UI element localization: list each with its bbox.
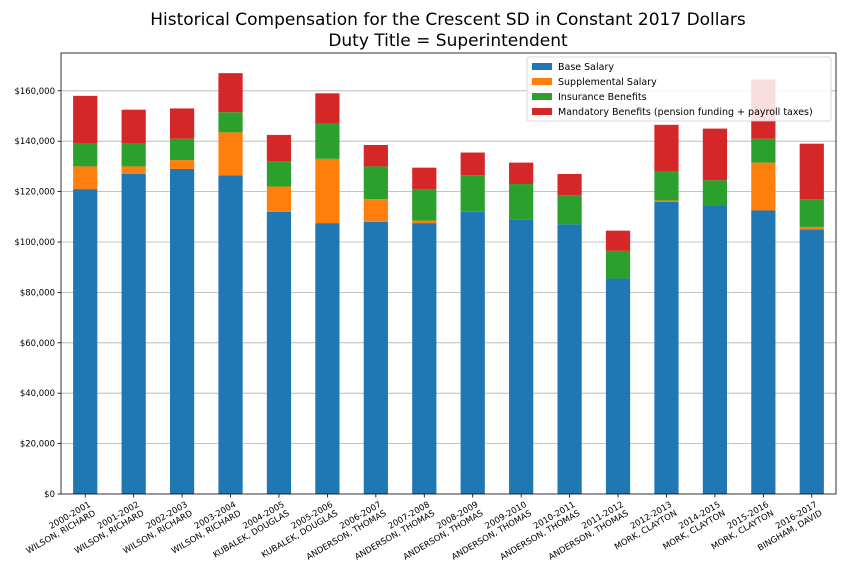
bar-supplemental-5 [315, 158, 340, 224]
legend: Base Salary Supplemental Salary Insurance … [526, 56, 832, 122]
bar-base-11 [605, 278, 631, 494]
bar-supplemental-1 [121, 166, 146, 174]
y-tick-label: $140,000 [14, 137, 55, 147]
bar-mandatory-3 [218, 73, 243, 113]
bar-insurance-2 [169, 138, 195, 161]
bar-insurance-1 [121, 143, 146, 167]
bar-mandatory-10 [557, 173, 582, 196]
bars [73, 73, 824, 495]
chart-subtitle: Duty Title = Superintendent [328, 31, 568, 51]
bar-mandatory-13 [702, 128, 728, 181]
bar-insurance-10 [557, 195, 582, 225]
bar-mandatory-8 [460, 152, 485, 176]
bar-base-8 [460, 211, 485, 494]
bar-insurance-0 [73, 143, 98, 167]
y-tick-label: $160,000 [14, 87, 55, 97]
legend-swatch [532, 78, 552, 85]
bar-insurance-12 [654, 171, 679, 201]
legend-label: Mandatory Benefits (pension funding + pa… [558, 107, 813, 118]
bar-supplemental-14 [751, 162, 776, 211]
bar-base-5 [315, 223, 340, 494]
bar-base-2 [169, 168, 195, 495]
legend-swatch [532, 93, 552, 100]
bar-insurance-5 [315, 123, 340, 159]
bar-mandatory-11 [605, 230, 631, 251]
bar-mandatory-1 [121, 109, 146, 144]
chart-title: Historical Compensation for the Crescent… [150, 10, 746, 30]
bar-base-0 [73, 189, 98, 494]
bar-mandatory-7 [412, 167, 437, 190]
legend-frame [526, 56, 832, 122]
y-tick-label: $100,000 [14, 238, 55, 248]
bar-insurance-11 [605, 250, 631, 279]
bar-base-1 [121, 173, 146, 494]
bar-base-9 [509, 219, 534, 494]
bar-insurance-9 [509, 184, 534, 220]
bar-mandatory-0 [73, 95, 98, 144]
bar-insurance-13 [702, 180, 728, 206]
bar-insurance-6 [363, 166, 388, 200]
bar-base-13 [702, 205, 728, 494]
bar-base-14 [751, 210, 776, 494]
bar-base-7 [412, 223, 437, 494]
bar-supplemental-2 [169, 160, 195, 169]
bar-insurance-8 [460, 175, 485, 212]
bar-supplemental-7 [412, 220, 437, 224]
bar-mandatory-2 [169, 108, 195, 139]
y-axis: $0 $20,000 $40,000 $60,000 $80,000 $100,000 $1… [14, 87, 61, 500]
plot-frame [60, 52, 837, 495]
bar-mandatory-15 [799, 143, 824, 200]
bar-insurance-4 [266, 161, 292, 187]
bar-mandatory-9 [509, 162, 534, 185]
bar-insurance-15 [799, 199, 824, 227]
bar-base-6 [363, 221, 388, 494]
bar-supplemental-3 [218, 132, 243, 176]
legend-swatch [532, 63, 552, 70]
bar-mandatory-6 [363, 144, 388, 167]
bar-mandatory-4 [266, 134, 292, 162]
bar-base-15 [799, 229, 824, 494]
legend-label: Base Salary [558, 62, 614, 73]
bar-insurance-14 [751, 138, 776, 163]
legend-label: Supplemental Salary [558, 77, 657, 88]
y-tick-label: $120,000 [14, 188, 55, 198]
bar-supplemental-4 [266, 186, 292, 212]
bar-insurance-3 [218, 112, 243, 133]
legend-label: Insurance Benefits [558, 92, 647, 103]
y-tick-label: $40,000 [20, 389, 55, 399]
bar-supplemental-12 [654, 200, 679, 202]
y-tick-label: $60,000 [20, 339, 55, 349]
y-tick-label: $0 [44, 490, 55, 500]
bar-supplemental-0 [73, 166, 98, 190]
y-tick-label: $80,000 [20, 288, 55, 298]
bar-base-10 [557, 224, 582, 495]
bar-mandatory-5 [315, 93, 340, 124]
bar-insurance-7 [412, 189, 437, 221]
bar-base-12 [654, 201, 679, 494]
bar-base-3 [218, 175, 243, 494]
bar-base-4 [266, 211, 292, 494]
bar-supplemental-6 [363, 199, 388, 222]
x-axis: 2000-2001WILSON, RICHARD2001-2002WILSON,… [25, 494, 825, 563]
bar-supplemental-15 [799, 226, 824, 230]
bar-mandatory-12 [654, 124, 679, 172]
y-tick-label: $20,000 [20, 440, 55, 450]
legend-swatch [532, 108, 552, 115]
